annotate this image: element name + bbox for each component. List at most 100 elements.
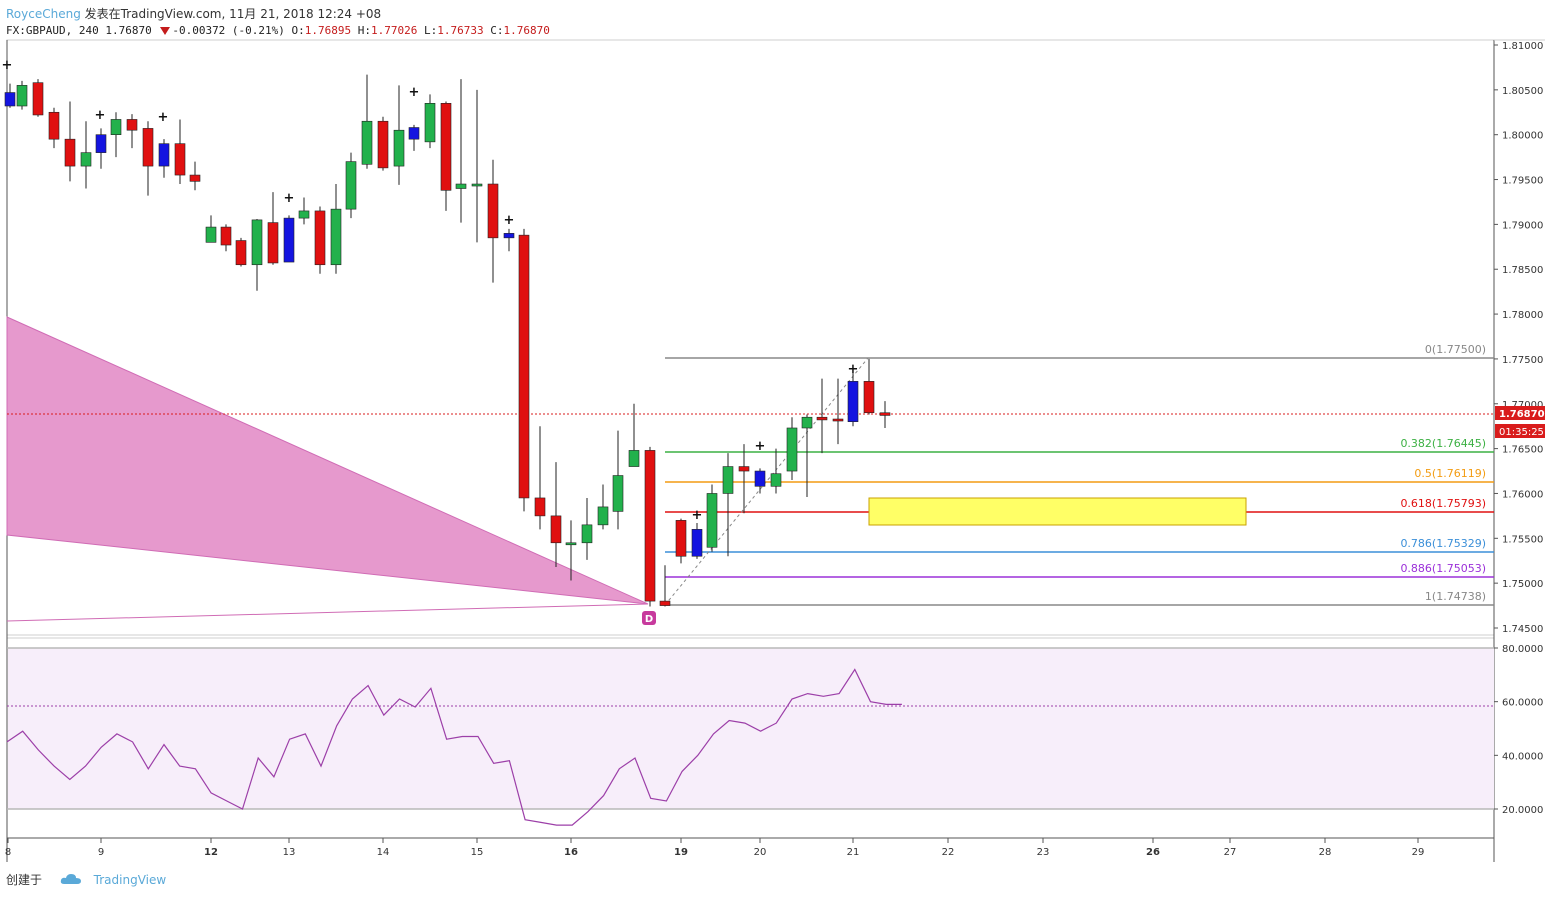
- time-tick-label: 8: [5, 847, 11, 858]
- time-tick-label: 15: [471, 847, 484, 858]
- candle-body: [550, 515, 562, 544]
- candle-body: [330, 208, 342, 266]
- candle-body: [235, 240, 247, 266]
- price-tick-label: 1.76500: [1502, 445, 1543, 456]
- candle-body: [220, 226, 232, 246]
- plus-marker: +: [692, 508, 703, 523]
- fib-trend-line: [664, 357, 869, 606]
- high-value: 1.77026: [371, 24, 418, 37]
- candle-body: [691, 529, 703, 557]
- candle-body: [345, 161, 357, 210]
- candle-body: [32, 82, 44, 116]
- price-change: -0.00372 (-0.21%): [172, 24, 285, 37]
- open-value: 1.76895: [304, 24, 352, 37]
- plus-marker: +: [848, 362, 859, 377]
- time-tick-label: 13: [283, 847, 296, 858]
- candle-body: [95, 134, 107, 153]
- current-price-tag: [1495, 406, 1545, 420]
- time-tick-label: 27: [1224, 847, 1237, 858]
- tradingview-logo-icon[interactable]: [60, 873, 82, 888]
- candle-body: [455, 183, 467, 189]
- price-tick-label: 1.76000: [1502, 489, 1543, 500]
- candle-body: [879, 412, 891, 416]
- price-tick-label: 1.74500: [1502, 624, 1543, 635]
- candle-body: [597, 506, 609, 526]
- rsi-line: [6, 668, 902, 826]
- candle-body: [16, 85, 28, 107]
- fib-label: 0.618(1.75793): [1400, 497, 1486, 510]
- candle-body: [158, 143, 170, 167]
- plus-marker: +: [2, 58, 13, 73]
- candle-body: [393, 129, 405, 167]
- candle-body: [424, 103, 436, 143]
- plus-marker: +: [755, 439, 766, 454]
- candle-body: [628, 450, 640, 467]
- candle-body: [314, 210, 326, 266]
- time-tick-label: 16: [564, 847, 578, 858]
- candle-body: [801, 416, 813, 429]
- candle-body: [80, 152, 92, 167]
- pattern-point-label: D: [645, 614, 653, 625]
- symbol-label: FX:GBPAUD, 240: [6, 24, 99, 37]
- plus-marker: +: [409, 85, 420, 100]
- price-tick-label: 1.75500: [1502, 534, 1543, 545]
- time-tick-label: 12: [204, 847, 218, 858]
- candle-body: [738, 466, 750, 472]
- candle-body: [142, 128, 154, 167]
- high-label: H:: [357, 24, 372, 37]
- price-tick-label: 1.81000: [1502, 41, 1543, 52]
- candle-body: [581, 524, 593, 544]
- price-tick-label: 1.79500: [1502, 176, 1543, 187]
- candle-body: [126, 119, 138, 131]
- created-label: 创建于: [6, 873, 43, 887]
- candle-body: [174, 143, 186, 176]
- price-tick-label: 1.80000: [1502, 131, 1543, 142]
- time-tick-label: 14: [377, 847, 390, 858]
- pattern-point-badge: [642, 611, 656, 625]
- footer: 创建于 TradingView: [6, 871, 166, 888]
- candle-body: [4, 92, 16, 107]
- time-tick-label: 29: [1412, 847, 1425, 858]
- countdown-value: 01:35:25: [1499, 427, 1544, 438]
- fib-label: 0.5(1.76119): [1414, 467, 1486, 480]
- candle-body: [251, 219, 263, 266]
- close-label: C:: [490, 24, 504, 37]
- author-name[interactable]: RoyceCheng: [6, 7, 81, 21]
- price-tick-label: 1.78500: [1502, 265, 1543, 276]
- candle-body: [675, 520, 687, 557]
- time-tick-label: 20: [754, 847, 767, 858]
- price-tick-label: 1.80500: [1502, 86, 1543, 97]
- candle-body: [267, 222, 279, 264]
- brand-link[interactable]: TradingView: [93, 873, 167, 887]
- low-label: L:: [424, 24, 438, 37]
- price-tick-label: 1.77500: [1502, 355, 1543, 366]
- candle-body: [48, 111, 60, 140]
- time-tick-label: 23: [1037, 847, 1050, 858]
- candle-body: [503, 233, 515, 239]
- time-tick-label: 19: [674, 847, 688, 858]
- candle-body: [534, 497, 546, 517]
- candle-body: [832, 418, 844, 422]
- fib-label: 0.786(1.75329): [1400, 537, 1486, 550]
- candle-body: [706, 493, 718, 548]
- candle-body: [298, 210, 310, 219]
- candle-body: [64, 138, 76, 167]
- candle-body: [361, 120, 373, 165]
- current-price-value: 1.76870: [1499, 409, 1545, 420]
- candle-body: [612, 475, 624, 512]
- candle-body: [644, 450, 656, 602]
- fib-label: 0(1.77500): [1425, 343, 1486, 356]
- price-tick-label: 1.78000: [1502, 310, 1543, 321]
- candle-body: [518, 234, 530, 499]
- target-zone: [868, 497, 1247, 526]
- price-tick-label: 1.77000: [1502, 400, 1543, 411]
- countdown-tag: [1495, 424, 1545, 438]
- candle-body: [565, 542, 577, 546]
- candle-body: [722, 466, 734, 494]
- price-tick-label: 1.79000: [1502, 220, 1543, 231]
- down-arrow-icon: [160, 27, 171, 35]
- candle-body: [754, 470, 766, 487]
- price-tick-label: 1.75000: [1502, 579, 1543, 590]
- candle-body: [408, 127, 420, 140]
